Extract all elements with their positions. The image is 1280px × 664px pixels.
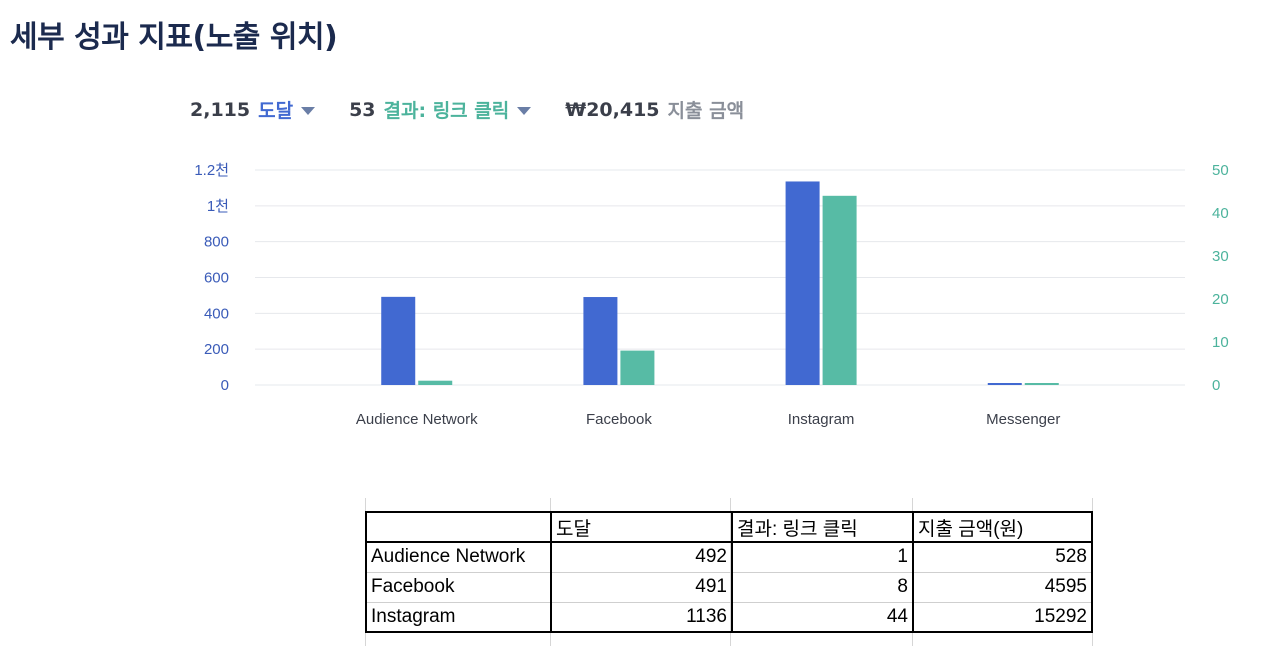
y-left-tick-label: 800	[204, 234, 229, 251]
metric-summary-bar: 2,115 도달 53 결과: 링크 클릭 ₩20,415 지출 금액	[190, 96, 786, 123]
table-cell: Instagram	[365, 601, 552, 633]
spend-value: ₩20,415	[565, 98, 660, 121]
reach-value: 2,115	[190, 98, 251, 121]
table-cell: 528	[912, 541, 1093, 573]
table-cell: Audience Network	[365, 541, 552, 573]
table-cell: 492	[550, 541, 733, 573]
result-value: 53	[349, 98, 376, 121]
y-left-tick-label: 400	[204, 305, 229, 322]
table-cell: 1	[731, 541, 914, 573]
page-title: 세부 성과 지표(노출 위치)	[10, 20, 338, 55]
table-header-row: 도달 결과: 링크 클릭 지출 금액(원)	[365, 511, 1093, 543]
y-left-tick-label: 200	[204, 341, 229, 358]
result-metric-dropdown[interactable]: 53 결과: 링크 클릭	[349, 96, 532, 123]
table-row: Audience Network 492 1 528	[365, 541, 1093, 573]
y-right-tick-label: 30	[1212, 248, 1229, 265]
bar-result	[620, 350, 655, 385]
bar-result	[418, 380, 453, 385]
table-cell: 8	[731, 571, 914, 603]
performance-table: 도달 결과: 링크 클릭 지출 금액(원) Audience Network 4…	[365, 511, 1093, 633]
x-category-label: Facebook	[586, 411, 652, 428]
table-cell: 491	[550, 571, 733, 603]
y-right-tick-label: 0	[1212, 377, 1220, 394]
table-header-cell	[365, 511, 552, 543]
chevron-down-icon	[301, 106, 316, 115]
bar-reach	[785, 181, 820, 385]
result-label: 결과: 링크 클릭	[383, 100, 510, 122]
bar-result	[822, 195, 857, 385]
table-header-cell: 결과: 링크 클릭	[731, 511, 914, 543]
data-table-region: 도달 결과: 링크 클릭 지출 금액(원) Audience Network 4…	[352, 498, 1107, 646]
reach-label: 도달	[258, 100, 294, 122]
table-header-cell: 지출 금액(원)	[912, 511, 1093, 543]
table-cell: 4595	[912, 571, 1093, 603]
table-cell: Facebook	[365, 571, 552, 603]
bar-reach	[583, 297, 618, 385]
y-right-tick-label: 40	[1212, 205, 1229, 222]
reach-metric-dropdown[interactable]: 2,115 도달	[190, 96, 316, 123]
table-cell: 1136	[550, 601, 733, 633]
x-category-label: Instagram	[788, 411, 855, 428]
y-left-tick-label: 0	[221, 377, 229, 394]
y-left-tick-label: 1천	[207, 198, 229, 215]
y-right-tick-label: 50	[1212, 162, 1229, 179]
y-right-tick-label: 10	[1212, 334, 1229, 351]
bar-reach	[987, 383, 1022, 385]
table-row: Instagram 1136 44 15292	[365, 601, 1093, 633]
y-right-tick-label: 20	[1212, 291, 1229, 308]
table-header-cell: 도달	[550, 511, 733, 543]
spend-label: 지출 금액	[667, 100, 745, 122]
bar-reach	[381, 296, 416, 385]
table-cell: 15292	[912, 601, 1093, 633]
placement-bar-chart: 0 200 400 600 800 1천 1.2천 0 10 20 30 40 50 Audience N…	[194, 162, 1229, 428]
table-row: Facebook 491 8 4595	[365, 571, 1093, 603]
bar-result	[1024, 383, 1059, 385]
y-left-tick-label: 600	[204, 270, 229, 287]
table-cell: 44	[731, 601, 914, 633]
y-left-tick-label: 1.2천	[194, 162, 229, 179]
sheet-gridline	[1092, 498, 1093, 646]
x-category-label: Messenger	[986, 411, 1060, 428]
x-category-label: Audience Network	[356, 411, 478, 428]
spend-metric: ₩20,415 지출 금액	[565, 96, 752, 123]
chevron-down-icon	[517, 106, 532, 115]
